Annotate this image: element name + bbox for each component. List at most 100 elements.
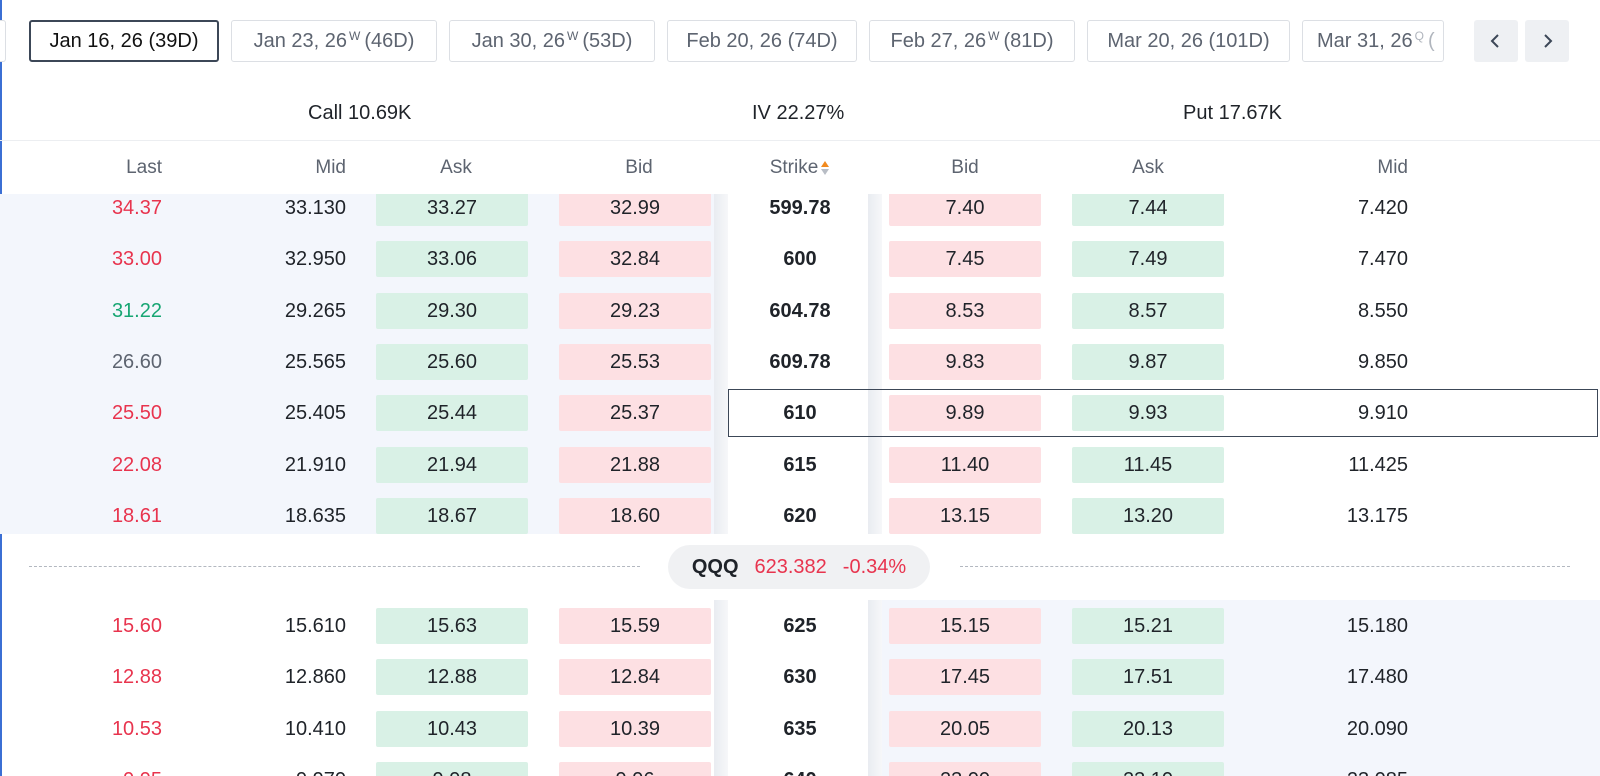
call-last[interactable]: 15.60 [111, 615, 162, 637]
put-ask[interactable]: 15.21 [1072, 608, 1224, 644]
put-ask[interactable]: 7.49 [1072, 241, 1224, 278]
option-row[interactable]: 22.08 21.910 21.94 21.88 615 11.40 11.45 11.425 [0, 441, 1600, 491]
put-ask[interactable]: 9.87 [1072, 343, 1224, 380]
strike-price[interactable]: 599.78 [769, 197, 831, 219]
put-mid[interactable]: 23.085 [1248, 762, 1408, 776]
expiration-tab-5[interactable]: Mar 20, 26 (101D) [1087, 20, 1290, 62]
option-row[interactable]: 10.53 10.410 10.43 10.39 635 20.05 20.13 20.090 [0, 705, 1600, 755]
put-mid[interactable]: 9.850 [1357, 350, 1408, 373]
put-ask[interactable]: 11.45 [1072, 446, 1224, 483]
put-ask[interactable]: 20.13 [1072, 710, 1224, 747]
put-mid[interactable]: 15.180 [1346, 615, 1408, 637]
call-last[interactable]: 12.88 [111, 666, 162, 689]
call-ask[interactable]: 29.30 [376, 292, 528, 329]
call-mid[interactable]: 9.970 [186, 762, 346, 776]
strike-price[interactable]: 615 [783, 453, 817, 476]
expiration-tab-1[interactable]: Jan 23, 26 W (46D) [231, 20, 437, 62]
put-bid[interactable]: 7.40 [889, 194, 1041, 226]
call-ask[interactable]: 25.44 [376, 395, 528, 432]
expiration-tab-previous-clipped[interactable]: ) [0, 20, 6, 62]
put-mid[interactable]: 17.480 [1346, 666, 1408, 689]
put-bid[interactable]: 13.15 [889, 497, 1041, 534]
call-last[interactable]: 33.00 [111, 248, 162, 271]
put-ask[interactable]: 8.57 [1072, 292, 1224, 329]
put-mid[interactable]: 8.550 [1357, 299, 1408, 322]
expiration-prev-button[interactable] [1474, 20, 1518, 62]
call-ask[interactable]: 21.94 [376, 446, 528, 483]
call-mid[interactable]: 15.610 [284, 615, 346, 637]
call-bid[interactable]: 9.96 [559, 761, 711, 776]
call-ask[interactable]: 33.27 [376, 194, 528, 226]
column-header-put-ask[interactable]: Ask [1132, 157, 1164, 178]
call-bid[interactable]: 32.84 [559, 241, 711, 278]
put-bid[interactable]: 8.53 [889, 292, 1041, 329]
put-bid[interactable]: 9.89 [889, 395, 1041, 432]
expiration-tab-3[interactable]: Feb 20, 26 (74D) [667, 20, 857, 62]
strike-price[interactable]: 635 [783, 717, 817, 740]
strike-price[interactable]: 610 [783, 402, 817, 425]
call-mid[interactable]: 25.405 [284, 402, 346, 425]
call-ask[interactable]: 10.43 [376, 710, 528, 747]
call-bid[interactable]: 32.99 [559, 194, 711, 226]
put-mid[interactable]: 9.910 [1357, 402, 1408, 425]
strike-price[interactable]: 600 [783, 248, 817, 271]
put-bid[interactable]: 9.83 [889, 343, 1041, 380]
put-bid[interactable]: 7.45 [889, 241, 1041, 278]
call-last[interactable]: 31.22 [111, 299, 162, 322]
call-bid[interactable]: 18.60 [559, 497, 711, 534]
call-bid[interactable]: 10.39 [559, 710, 711, 747]
column-header-put-mid[interactable]: Mid [1377, 157, 1408, 178]
strike-price[interactable]: 609.78 [769, 350, 831, 373]
call-last[interactable]: 26.60 [111, 350, 162, 373]
call-mid[interactable]: 33.130 [284, 197, 346, 219]
call-bid[interactable]: 25.37 [559, 395, 711, 432]
strike-price[interactable]: 625 [783, 615, 817, 637]
call-last[interactable]: 9.95 [2, 762, 162, 776]
column-header-call-ask[interactable]: Ask [440, 157, 472, 178]
put-ask[interactable]: 9.93 [1072, 395, 1224, 432]
call-last[interactable]: 22.08 [111, 453, 162, 476]
option-row[interactable]: 18.61 18.635 18.67 18.60 620 13.15 13.20 13.175 [0, 492, 1600, 542]
put-mid[interactable]: 20.090 [1346, 717, 1408, 740]
call-bid[interactable]: 21.88 [559, 446, 711, 483]
strike-price[interactable]: 620 [783, 504, 817, 527]
call-ask[interactable]: 15.63 [376, 608, 528, 644]
call-last[interactable]: 10.53 [111, 717, 162, 740]
column-header-call-mid[interactable]: Mid [315, 157, 346, 178]
call-ask[interactable]: 18.67 [376, 497, 528, 534]
expiration-next-button[interactable] [1525, 20, 1569, 62]
call-mid[interactable]: 29.265 [284, 299, 346, 322]
put-ask[interactable]: 13.20 [1072, 497, 1224, 534]
option-row[interactable]: 12.88 12.860 12.88 12.84 630 17.45 17.51 17.480 [0, 653, 1600, 703]
call-mid[interactable]: 21.910 [284, 453, 346, 476]
put-ask[interactable]: 23.10 [1072, 761, 1224, 776]
put-mid[interactable]: 7.420 [1357, 197, 1408, 219]
strike-price[interactable]: 630 [783, 666, 817, 689]
put-bid[interactable]: 20.05 [889, 710, 1041, 747]
option-row[interactable]: 15.60 15.610 15.63 15.59 625 15.15 15.21 15.180 [0, 602, 1600, 652]
call-bid[interactable]: 15.59 [559, 608, 711, 644]
call-mid[interactable]: 32.950 [284, 248, 346, 271]
put-mid[interactable]: 13.175 [1346, 504, 1408, 527]
put-bid[interactable]: 11.40 [889, 446, 1041, 483]
call-ask[interactable]: 25.60 [376, 343, 528, 380]
put-mid[interactable]: 11.425 [1348, 453, 1408, 476]
call-ask[interactable]: 9.98 [376, 761, 528, 776]
expiration-tab-0[interactable]: Jan 16, 26 (39D) [29, 20, 219, 62]
option-row[interactable]: 9.95 9.970 9.98 9.96 640 23.00 23.10 23.085 [0, 756, 1600, 776]
column-header-put-bid[interactable]: Bid [951, 157, 979, 178]
call-ask[interactable]: 33.06 [376, 241, 528, 278]
call-ask[interactable]: 12.88 [376, 659, 528, 696]
column-header-call-bid[interactable]: Bid [625, 157, 653, 178]
call-last[interactable]: 25.50 [111, 402, 162, 425]
put-mid[interactable]: 7.470 [1357, 248, 1408, 271]
option-row[interactable]: 25.50 25.405 25.44 25.37 610 9.89 9.93 9.910 [0, 389, 1600, 439]
column-header-last[interactable]: Last [126, 157, 162, 178]
option-row[interactable]: 26.60 25.565 25.60 25.53 609.78 9.83 9.87 9.850 [0, 338, 1600, 388]
put-bid[interactable]: 17.45 [889, 659, 1041, 696]
expiration-tab-4[interactable]: Feb 27, 26 W (81D) [869, 20, 1075, 62]
put-bid[interactable]: 23.00 [889, 761, 1041, 776]
option-row[interactable]: 33.00 32.950 33.06 32.84 600 7.45 7.49 7.470 [0, 235, 1600, 285]
call-bid[interactable]: 29.23 [559, 292, 711, 329]
put-ask[interactable]: 7.44 [1072, 194, 1224, 226]
